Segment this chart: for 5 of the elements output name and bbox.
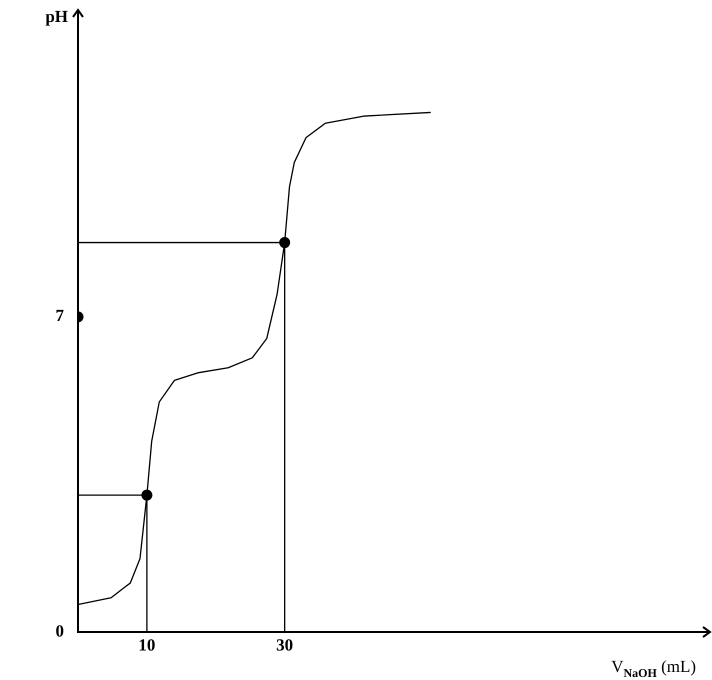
y-axis-title: pH bbox=[45, 7, 68, 26]
y-tick-label: 0 bbox=[56, 621, 64, 640]
x-tick-label: 10 bbox=[138, 636, 156, 655]
y-tick-label: 7 bbox=[56, 306, 64, 326]
x-tick-label: 30 bbox=[276, 636, 294, 655]
